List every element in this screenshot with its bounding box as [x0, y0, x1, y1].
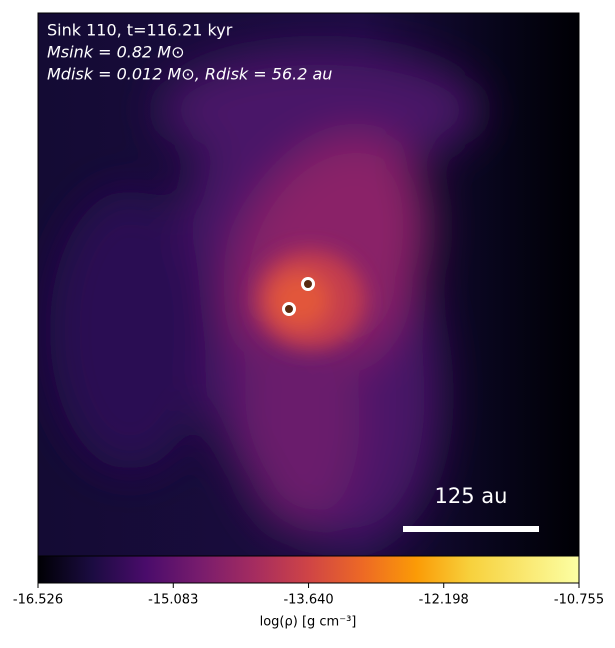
sink-marker	[301, 277, 315, 291]
colorbar-tick-label: -15.083	[148, 593, 198, 608]
title-line: Msink = 0.82 M⊙	[47, 43, 185, 62]
title-line: Mdisk = 0.012 M⊙, Rdisk = 56.2 au	[47, 65, 332, 84]
scale-bar-label: 125 au	[435, 484, 508, 508]
density-map	[38, 13, 579, 556]
colorbar-tick-label: -12.198	[419, 593, 469, 608]
sink-marker	[282, 302, 296, 316]
colorbar-tick-label: -13.640	[283, 593, 333, 608]
colorbar	[37, 555, 580, 584]
title-line: Sink 110, t=116.21 kyr	[47, 21, 233, 40]
colorbar-tick-label: -10.755	[554, 593, 604, 608]
colorbar-label: log(ρ) [g cm⁻³]	[260, 615, 357, 630]
scale-bar	[403, 526, 539, 532]
colorbar-tick-label: -16.526	[13, 593, 63, 608]
